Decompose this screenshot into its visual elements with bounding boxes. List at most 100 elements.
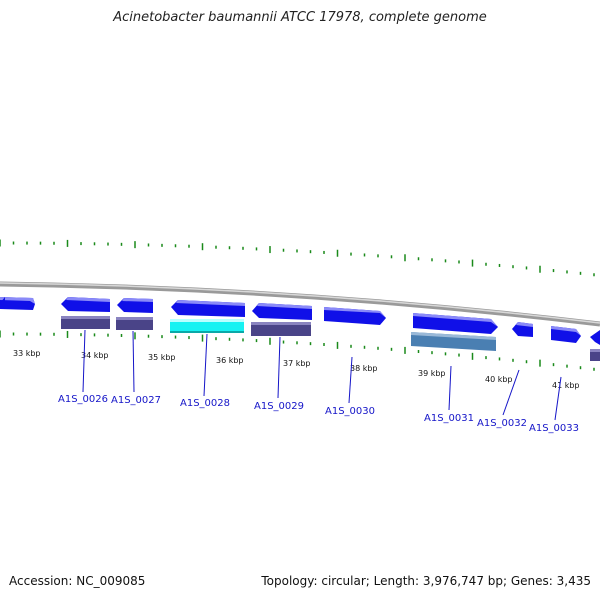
minor-tick bbox=[188, 244, 190, 248]
gene-labels: A1S_0026 A1S_0027 A1S_0028 A1S_0029 A1S_… bbox=[58, 394, 579, 434]
minor-tick bbox=[444, 259, 447, 263]
gene-arrow-a1s-0032[interactable] bbox=[512, 322, 533, 337]
gene-arrow-a1s-0030[interactable] bbox=[324, 307, 386, 325]
minor-tick bbox=[512, 265, 514, 269]
major-tick bbox=[269, 246, 271, 254]
major-tick bbox=[269, 337, 271, 345]
major-tick bbox=[0, 239, 1, 247]
minor-tick bbox=[593, 367, 595, 371]
minor-tick bbox=[161, 243, 163, 247]
gene-arrow[interactable] bbox=[590, 330, 600, 361]
gene-label-a1s-0031[interactable]: A1S_0031 bbox=[424, 413, 474, 424]
minor-tick bbox=[228, 337, 231, 341]
major-tick bbox=[134, 332, 136, 340]
minor-tick bbox=[282, 248, 285, 252]
inner-tick-ring bbox=[0, 330, 595, 371]
minor-tick bbox=[12, 241, 15, 245]
minor-tick bbox=[161, 335, 163, 339]
major-tick bbox=[134, 241, 136, 249]
minor-tick bbox=[309, 342, 312, 346]
minor-tick bbox=[120, 242, 123, 246]
minor-tick bbox=[309, 250, 312, 254]
minor-tick bbox=[120, 333, 123, 337]
minor-tick bbox=[228, 246, 231, 250]
minor-tick bbox=[26, 241, 28, 245]
major-tick bbox=[66, 239, 69, 247]
minor-tick bbox=[53, 241, 55, 245]
gene-leader-lines bbox=[82, 329, 562, 421]
minor-tick bbox=[80, 242, 82, 246]
major-tick bbox=[404, 254, 406, 262]
minor-tick bbox=[323, 250, 325, 254]
gene-label-a1s-0033[interactable]: A1S_0033 bbox=[529, 423, 579, 434]
gene-arrow-a1s-0026[interactable] bbox=[61, 297, 110, 329]
minor-tick bbox=[498, 263, 501, 267]
minor-tick bbox=[566, 270, 568, 274]
gene-label-a1s-0032[interactable]: A1S_0032 bbox=[477, 418, 527, 429]
major-tick bbox=[336, 341, 339, 349]
minor-tick bbox=[93, 333, 96, 337]
minor-tick bbox=[431, 258, 433, 262]
minor-tick bbox=[377, 254, 379, 258]
major-tick bbox=[539, 265, 541, 273]
gene-arrow-a1s-0033[interactable] bbox=[551, 326, 581, 343]
minor-tick bbox=[552, 269, 555, 273]
gene-label-a1s-0027[interactable]: A1S_0027 bbox=[111, 395, 161, 406]
gene-arrow-a1s-0029[interactable] bbox=[251, 303, 312, 336]
genome-backbone bbox=[0, 281, 600, 327]
gene-label-a1s-0028[interactable]: A1S_0028 bbox=[180, 398, 230, 409]
minor-tick bbox=[296, 341, 298, 345]
gene-arrow-a1s-0027[interactable] bbox=[116, 298, 153, 330]
minor-tick bbox=[242, 246, 244, 250]
minor-tick bbox=[53, 332, 55, 336]
minor-tick bbox=[296, 249, 298, 253]
minor-tick bbox=[498, 357, 501, 361]
minor-tick bbox=[107, 333, 109, 337]
kbp-label: 35 kbp bbox=[148, 353, 176, 362]
major-tick bbox=[0, 330, 1, 338]
minor-tick bbox=[255, 339, 258, 343]
kbp-label: 36 kbp bbox=[216, 356, 244, 365]
gene-arrow-a1s-0028[interactable] bbox=[170, 300, 245, 333]
minor-tick bbox=[363, 253, 366, 257]
minor-tick bbox=[147, 334, 150, 338]
kbp-scale: 33 kbp 34 kbp 35 kbp 36 kbp 37 kbp 38 kb… bbox=[13, 349, 580, 390]
genome-summary-text: Topology: circular; Length: 3,976,747 bp… bbox=[261, 574, 591, 588]
minor-tick bbox=[80, 333, 82, 337]
minor-tick bbox=[485, 262, 487, 266]
minor-tick bbox=[363, 345, 366, 349]
kbp-label: 34 kbp bbox=[81, 351, 109, 360]
minor-tick bbox=[485, 356, 487, 360]
major-tick bbox=[471, 352, 474, 360]
kbp-label: 37 kbp bbox=[283, 359, 311, 368]
minor-tick bbox=[39, 332, 42, 336]
gene-label-a1s-0026[interactable]: A1S_0026 bbox=[58, 394, 108, 405]
minor-tick bbox=[174, 244, 177, 248]
minor-tick bbox=[323, 343, 325, 346]
minor-tick bbox=[579, 271, 582, 275]
minor-tick bbox=[390, 347, 393, 351]
minor-tick bbox=[458, 353, 460, 357]
minor-tick bbox=[147, 243, 150, 247]
minor-tick bbox=[255, 247, 258, 251]
gene-arrow-a1s-0031[interactable] bbox=[411, 313, 498, 351]
kbp-label: 33 kbp bbox=[13, 349, 41, 358]
minor-tick bbox=[579, 366, 582, 370]
minor-tick bbox=[174, 335, 177, 339]
minor-tick bbox=[390, 255, 393, 259]
minor-tick bbox=[444, 352, 447, 356]
minor-tick bbox=[39, 241, 42, 245]
gene-label-a1s-0029[interactable]: A1S_0029 bbox=[254, 401, 304, 412]
minor-tick bbox=[417, 350, 420, 354]
genome-backbone-highlight bbox=[0, 282, 600, 324]
major-tick bbox=[404, 346, 406, 354]
major-tick bbox=[539, 359, 541, 367]
gene-arrow[interactable] bbox=[0, 297, 35, 310]
minor-tick bbox=[12, 332, 15, 336]
minor-tick bbox=[525, 360, 528, 364]
minor-tick bbox=[593, 273, 595, 277]
gene-label-a1s-0030[interactable]: A1S_0030 bbox=[325, 406, 375, 417]
minor-tick bbox=[188, 336, 190, 340]
major-tick bbox=[201, 243, 204, 251]
